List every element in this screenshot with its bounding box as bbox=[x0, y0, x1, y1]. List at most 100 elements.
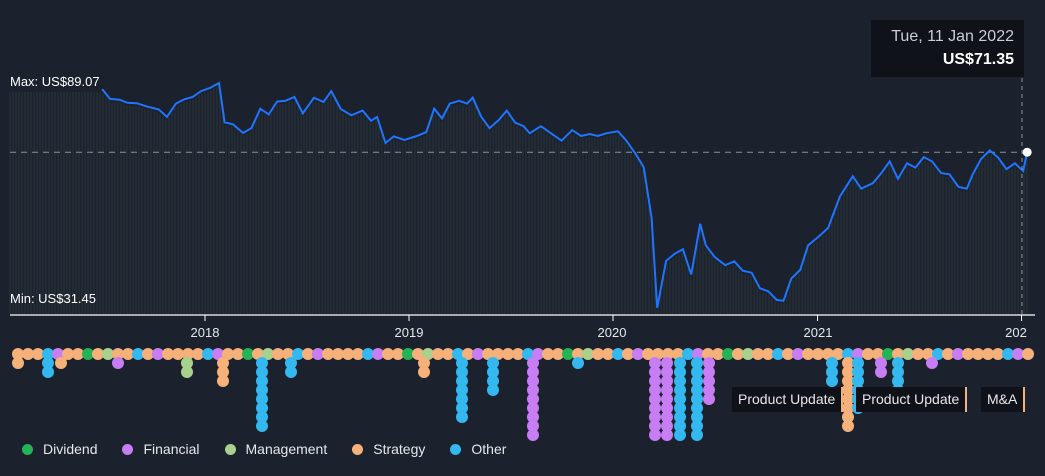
event-dot bbox=[661, 384, 673, 396]
event-dot bbox=[612, 348, 624, 360]
event-dot bbox=[332, 348, 344, 360]
x-tick-label: 2019 bbox=[394, 325, 424, 340]
event-dot bbox=[674, 384, 686, 396]
event-dot bbox=[649, 375, 661, 387]
legend-item-other[interactable]: Other bbox=[450, 441, 506, 457]
event-dot bbox=[12, 348, 24, 360]
event-dot bbox=[703, 393, 715, 405]
event-dot bbox=[522, 348, 534, 360]
event-dot bbox=[892, 348, 904, 360]
event-dot bbox=[742, 348, 754, 360]
events-timeline[interactable] bbox=[12, 348, 1034, 441]
event-dot bbox=[602, 348, 614, 360]
event-dot bbox=[527, 366, 539, 378]
event-tag-product-update[interactable]: Product Update bbox=[732, 387, 844, 412]
event-dot bbox=[172, 348, 184, 360]
event-dot bbox=[842, 357, 854, 369]
event-dot bbox=[622, 348, 634, 360]
event-dot bbox=[932, 348, 944, 360]
event-dot bbox=[952, 348, 964, 360]
event-dot bbox=[732, 348, 744, 360]
event-dot bbox=[875, 366, 887, 378]
event-dot bbox=[942, 348, 954, 360]
price-series-line[interactable] bbox=[101, 81, 1029, 309]
event-dot bbox=[222, 348, 234, 360]
event-dot bbox=[62, 348, 74, 360]
event-dot bbox=[418, 357, 430, 369]
event-tag-m-and-a[interactable]: M&A bbox=[981, 387, 1026, 412]
tooltip-price: US$71.35 bbox=[942, 51, 1014, 68]
event-dot bbox=[132, 348, 144, 360]
event-dot bbox=[852, 357, 864, 369]
event-dot bbox=[826, 375, 838, 387]
event-dot bbox=[992, 348, 1004, 360]
tooltip-date: Tue, 11 Jan 2022 bbox=[891, 28, 1014, 45]
event-dot bbox=[661, 393, 673, 405]
event-dot bbox=[691, 429, 703, 441]
event-dot bbox=[582, 348, 594, 360]
event-dot bbox=[55, 357, 67, 369]
event-dot bbox=[782, 348, 794, 360]
legend-item-dividend[interactable]: Dividend bbox=[22, 441, 97, 457]
event-dot bbox=[962, 348, 974, 360]
chart-legend: Dividend Financial Management Strategy O… bbox=[22, 441, 531, 457]
event-dot bbox=[792, 348, 804, 360]
event-dot bbox=[256, 366, 268, 378]
event-dot bbox=[142, 348, 154, 360]
event-dot bbox=[682, 348, 694, 360]
legend-dot bbox=[450, 443, 462, 455]
event-dot bbox=[892, 357, 904, 369]
event-dot bbox=[502, 348, 514, 360]
event-dot bbox=[649, 411, 661, 423]
event-dot bbox=[487, 357, 499, 369]
event-dot bbox=[674, 402, 686, 414]
event-dot bbox=[456, 375, 468, 387]
event-dot bbox=[572, 348, 584, 360]
price-tooltip: Tue, 11 Jan 2022 US$71.35 bbox=[871, 20, 1024, 77]
x-tick-label: 202 bbox=[1005, 325, 1027, 340]
event-dot bbox=[862, 348, 874, 360]
event-dot bbox=[842, 393, 854, 405]
event-dot bbox=[842, 348, 854, 360]
event-dot bbox=[262, 348, 274, 360]
event-dot bbox=[922, 348, 934, 360]
event-dot bbox=[392, 348, 404, 360]
event-dot bbox=[902, 348, 914, 360]
event-dot bbox=[1002, 348, 1014, 360]
event-dot bbox=[674, 429, 686, 441]
event-dot bbox=[1022, 348, 1034, 360]
event-dot bbox=[661, 411, 673, 423]
event-dot bbox=[661, 366, 673, 378]
event-dot bbox=[527, 357, 539, 369]
event-dot bbox=[112, 357, 124, 369]
event-dot bbox=[542, 348, 554, 360]
event-dot bbox=[312, 348, 324, 360]
event-dot bbox=[487, 384, 499, 396]
event-dot bbox=[649, 429, 661, 441]
event-dot bbox=[372, 348, 384, 360]
event-dot bbox=[842, 366, 854, 378]
legend-item-strategy[interactable]: Strategy bbox=[352, 441, 425, 457]
legend-item-management[interactable]: Management bbox=[224, 441, 328, 457]
event-dot bbox=[1012, 348, 1024, 360]
event-tag-product-update[interactable]: Product Update bbox=[856, 387, 968, 412]
legend-label: Strategy bbox=[373, 441, 426, 457]
event-dot bbox=[217, 366, 229, 378]
event-dot bbox=[42, 366, 54, 378]
event-dot bbox=[182, 348, 194, 360]
event-dot bbox=[302, 348, 314, 360]
legend-item-financial[interactable]: Financial bbox=[122, 441, 200, 457]
event-dot bbox=[192, 348, 204, 360]
legend-label: Financial bbox=[143, 441, 200, 457]
event-dot bbox=[672, 348, 684, 360]
event-dot bbox=[649, 420, 661, 432]
event-dot bbox=[661, 402, 673, 414]
event-dot bbox=[285, 357, 297, 369]
event-dot bbox=[102, 348, 114, 360]
event-dot bbox=[122, 348, 134, 360]
current-price-marker[interactable] bbox=[1022, 147, 1032, 157]
legend-label: Management bbox=[245, 441, 328, 457]
event-dot bbox=[842, 420, 854, 432]
x-tick-label: 2018 bbox=[190, 325, 220, 340]
